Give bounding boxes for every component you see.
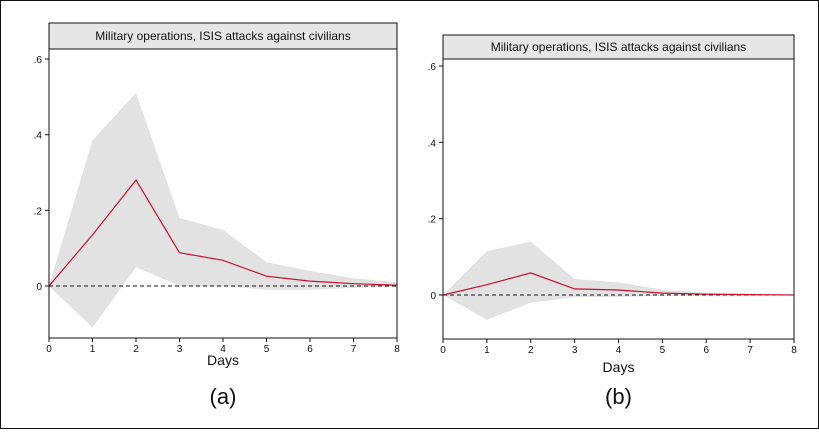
x-tick-label: 8 <box>791 345 797 356</box>
panel-caption-b: (b) <box>605 384 632 409</box>
y-tick-label: .2 <box>34 206 43 217</box>
x-tick-label: 3 <box>177 344 183 355</box>
x-tick-label: 8 <box>394 344 400 355</box>
x-axis-label-a: Days <box>207 352 239 368</box>
y-tick-label: 0 <box>430 291 436 302</box>
chart-panel-a: Military operations, ISIS attacks agains… <box>34 22 400 409</box>
y-tick-label: .4 <box>34 131 43 142</box>
response-line-a <box>48 179 398 287</box>
x-tick-label: 1 <box>484 345 490 356</box>
confidence-band-a <box>49 93 397 328</box>
confidence-band-b <box>443 241 794 320</box>
x-tick-label: 5 <box>264 344 270 355</box>
x-tick-label: 4 <box>220 344 226 355</box>
x-tick-label: 7 <box>747 345 753 356</box>
chart-title-b: Military operations, ISIS attacks agains… <box>491 40 746 54</box>
x-tick-label: 7 <box>351 344 357 355</box>
x-tick-label: 5 <box>660 345 666 356</box>
chart-title-a: Military operations, ISIS attacks agains… <box>95 29 350 43</box>
x-tick-label: 0 <box>440 345 446 356</box>
y-tick-label: 0 <box>36 282 42 293</box>
x-tick-label: 3 <box>572 345 578 356</box>
response-line-b <box>442 272 795 296</box>
x-tick-label: 0 <box>46 344 52 355</box>
x-tick-label: 1 <box>90 344 96 355</box>
x-tick-label: 2 <box>133 344 139 355</box>
y-tick-label: .4 <box>428 138 437 149</box>
y-tick-label: .2 <box>428 215 437 226</box>
x-tick-label: 4 <box>616 345 622 356</box>
chart-panel-b: Military operations, ISIS attacks agains… <box>428 34 797 409</box>
x-axis-label-b: Days <box>603 359 635 375</box>
x-tick-label: 2 <box>528 345 534 356</box>
y-tick-label: .6 <box>428 62 437 73</box>
panel-caption-a: (a) <box>210 384 237 409</box>
x-tick-label: 6 <box>703 345 709 356</box>
y-tick-label: .6 <box>34 55 43 66</box>
title-bar-a <box>48 22 398 50</box>
x-tick-label: 6 <box>307 344 313 355</box>
